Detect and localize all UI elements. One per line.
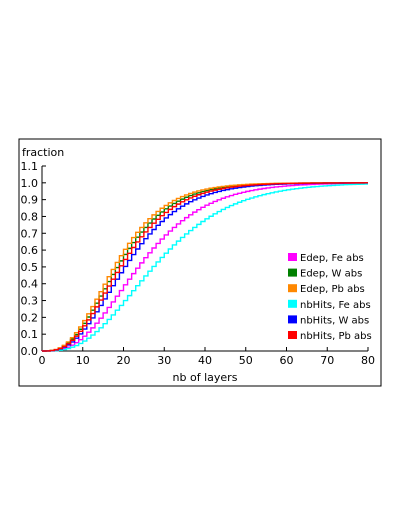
y-axis: 0.0 0.1 0.2 0.3 0.4 0.5 0.6 0.7 0.8 0.9 1.0 1.1	[21, 160, 46, 358]
legend: Edep, Fe abs Edep, W abs Edep, Pb abs nbHit…	[285, 248, 379, 342]
x-tick-label: 20	[117, 354, 131, 367]
legend-swatch	[288, 253, 297, 261]
y-tick-label: 0.3	[21, 295, 39, 308]
legend-label: nbHits, W abs	[300, 315, 369, 326]
y-tick-label: 0.0	[21, 345, 39, 358]
legend-swatch	[288, 331, 297, 339]
legend-box	[285, 248, 379, 340]
series-line	[41, 182, 368, 352]
x-tick-label: 50	[239, 354, 253, 367]
y-tick-label: 0.6	[21, 244, 39, 257]
legend-label: nbHits, Pb abs	[300, 331, 372, 342]
x-tick-label: 10	[76, 354, 90, 367]
y-axis-title: fraction	[22, 146, 64, 159]
x-tick-label: 80	[361, 354, 375, 367]
y-tick-label: 0.8	[21, 210, 39, 223]
y-tick-label: 1.1	[21, 160, 39, 173]
x-tick-label: 60	[280, 354, 294, 367]
legend-label: Edep, W abs	[300, 269, 362, 280]
y-tick-label: 0.4	[21, 278, 39, 291]
x-axis: 0 10 20 30 40 50 60 70 80	[39, 347, 375, 367]
legend-swatch	[288, 284, 297, 293]
y-tick-label: 0.7	[21, 227, 39, 240]
legend-swatch	[288, 299, 297, 308]
x-tick-label: 0	[39, 354, 46, 367]
series-line	[41, 183, 368, 352]
x-tick-label: 70	[320, 354, 334, 367]
legend-label: Edep, Pb abs	[300, 284, 365, 295]
x-tick-label: 30	[157, 354, 171, 367]
y-tick-label: 0.1	[21, 328, 39, 341]
series-line	[41, 182, 368, 352]
legend-swatch	[288, 315, 297, 324]
x-tick-label: 40	[198, 354, 212, 367]
y-tick-label: 0.9	[21, 194, 39, 207]
legend-label: nbHits, Fe abs	[300, 300, 371, 311]
series-layer	[41, 182, 368, 352]
legend-label: Edep, Fe abs	[300, 253, 364, 264]
x-axis-title: nb of layers	[173, 371, 238, 384]
y-tick-label: 0.5	[21, 261, 39, 274]
legend-swatch	[288, 268, 297, 277]
y-tick-label: 1.0	[21, 177, 39, 190]
y-tick-label: 0.2	[21, 311, 39, 324]
